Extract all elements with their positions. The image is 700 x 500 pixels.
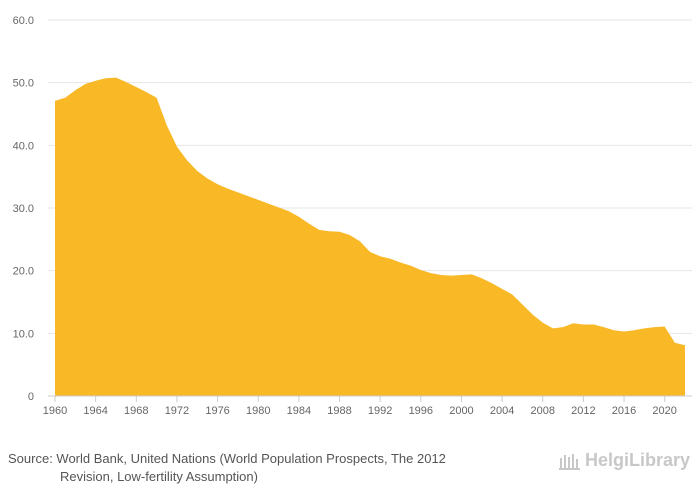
y-tick-label: 20.0 (13, 266, 34, 278)
x-tick-label: 1968 (124, 405, 148, 417)
x-tick-label: 1992 (368, 405, 392, 417)
source-line-1: Source: World Bank, United Nations (Worl… (8, 451, 446, 466)
x-axis: 1960 1964 1968 1972 1976 1980 1984 1988 1992 1996… (43, 395, 692, 417)
x-tick-label: 1988 (327, 405, 351, 417)
x-tick-label: 2020 (652, 405, 676, 417)
y-tick-label: 50.0 (13, 78, 34, 90)
x-tick-label: 1972 (165, 405, 189, 417)
library-logo-icon (558, 453, 580, 470)
y-tick-label: 10.0 (13, 328, 34, 340)
x-tick-label: 1984 (287, 405, 311, 417)
x-tick-label: 1980 (246, 405, 270, 417)
y-axis-ticks: 0 10.0 20.0 30.0 40.0 50.0 60.0 (13, 15, 34, 403)
area-series (55, 77, 685, 397)
x-tick-label: 2000 (449, 405, 473, 417)
y-tick-label: 40.0 (13, 140, 34, 152)
x-tick-label: 1976 (205, 405, 229, 417)
brand-name: HelgiLibrary (584, 450, 690, 470)
area-chart: 010.020.030.040.050.060.0 1960 1964 1968 19… (13, 15, 692, 417)
x-tick-label: 1964 (83, 405, 107, 417)
source-note: Source: World Bank, United Nations (Worl… (8, 450, 528, 486)
source-line-2: Revision, Low-fertility Assumption) (60, 469, 258, 484)
x-tick-label: 2008 (530, 405, 554, 417)
y-tick-label: 0 (28, 391, 34, 403)
x-tick-label: 1996 (409, 405, 433, 417)
x-tick-label: 1960 (43, 405, 67, 417)
x-tick-label: 2016 (612, 405, 636, 417)
x-tick-label: 2004 (490, 405, 514, 417)
y-tick-label: 30.0 (13, 203, 34, 215)
x-tick-label: 2012 (571, 405, 595, 417)
y-tick-label: 60.0 (13, 15, 34, 27)
brand-logo[interactable]: HelgiLibrary (558, 450, 690, 471)
data-area (54, 77, 686, 397)
